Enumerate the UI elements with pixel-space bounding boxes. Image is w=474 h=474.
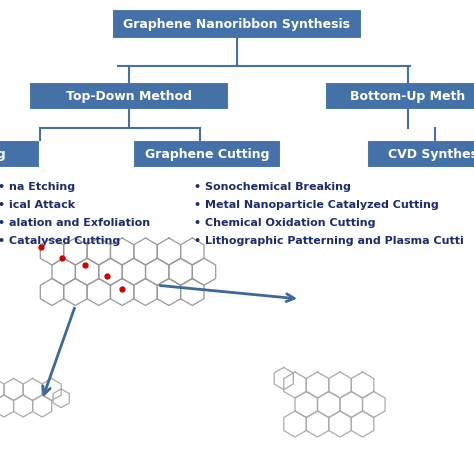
Text: • ical Attack: • ical Attack — [0, 200, 75, 210]
Text: • Catalysed Cutting: • Catalysed Cutting — [0, 236, 120, 246]
FancyBboxPatch shape — [367, 140, 474, 168]
FancyBboxPatch shape — [29, 82, 229, 110]
FancyBboxPatch shape — [112, 9, 362, 39]
Text: CVD Synthesi: CVD Synthesi — [388, 147, 474, 161]
Text: Bottom-Up Meth: Bottom-Up Meth — [350, 90, 465, 102]
Text: Graphene Cutting: Graphene Cutting — [145, 147, 269, 161]
Text: Cutting: Cutting — [0, 147, 6, 161]
FancyBboxPatch shape — [326, 82, 474, 110]
Text: • na Etching: • na Etching — [0, 182, 75, 192]
FancyBboxPatch shape — [0, 140, 40, 168]
Text: • alation and Exfoliation: • alation and Exfoliation — [0, 218, 150, 228]
Text: Top-Down Method: Top-Down Method — [66, 90, 192, 102]
Text: • Lithographic Patterning and Plasma Cutti: • Lithographic Patterning and Plasma Cut… — [194, 236, 464, 246]
Text: • Sonochemical Breaking: • Sonochemical Breaking — [194, 182, 351, 192]
Text: • Chemical Oxidation Cutting: • Chemical Oxidation Cutting — [194, 218, 375, 228]
Text: Graphene Nanoribbon Synthesis: Graphene Nanoribbon Synthesis — [124, 18, 350, 30]
Text: • Metal Nanoparticle Catalyzed Cutting: • Metal Nanoparticle Catalyzed Cutting — [194, 200, 439, 210]
FancyBboxPatch shape — [133, 140, 281, 168]
